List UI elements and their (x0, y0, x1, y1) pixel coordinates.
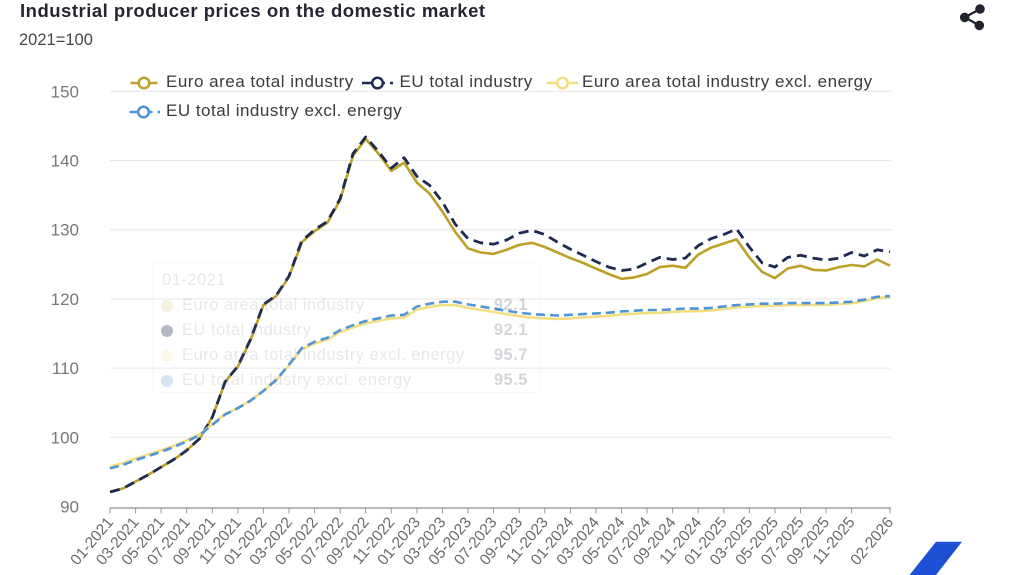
svg-text:90: 90 (60, 498, 79, 517)
svg-text:100: 100 (51, 428, 79, 447)
svg-text:140: 140 (51, 152, 79, 171)
svg-text:120: 120 (51, 290, 79, 309)
svg-text:130: 130 (51, 221, 79, 240)
svg-text:150: 150 (51, 82, 79, 101)
svg-text:110: 110 (52, 359, 79, 378)
